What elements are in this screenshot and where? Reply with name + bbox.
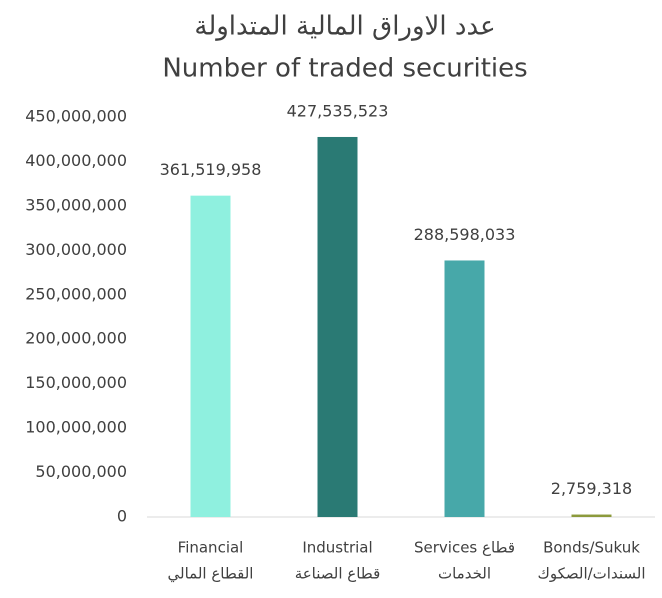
- y-tick-label: 300,000,000: [25, 240, 127, 259]
- y-tick-label: 150,000,000: [25, 373, 127, 392]
- x-tick-label: Industrial: [302, 539, 372, 557]
- y-tick-label: 450,000,000: [25, 107, 127, 126]
- data-label: 427,535,523: [287, 101, 389, 120]
- bar: [190, 195, 231, 517]
- data-label: 288,598,033: [414, 225, 516, 244]
- y-tick-label: 0: [117, 507, 127, 526]
- chart-subtitle: Number of traded securities: [162, 54, 527, 84]
- bar: [571, 514, 612, 517]
- x-tick-label: السندات/الصكوك: [537, 565, 645, 583]
- x-tick-label: Financial: [178, 539, 244, 557]
- x-tick-label: الخدمات: [438, 565, 491, 583]
- x-tick-label: Bonds/Sukuk: [543, 539, 640, 557]
- y-tick-label: 250,000,000: [25, 284, 127, 303]
- x-tick-label: قطاع الصناعة: [295, 565, 381, 583]
- data-label: 2,759,318: [551, 479, 632, 498]
- data-label: 361,519,958: [160, 160, 262, 179]
- y-tick-label: 400,000,000: [25, 151, 127, 170]
- y-tick-label: 100,000,000: [25, 418, 127, 437]
- bar: [444, 260, 485, 517]
- bar: [317, 136, 358, 517]
- y-tick-label: 50,000,000: [35, 462, 127, 481]
- chart-title: عدد الاوراق المالية المتداولة: [194, 12, 495, 42]
- y-tick-label: 350,000,000: [25, 195, 127, 214]
- x-tick-label: Services قطاع: [414, 539, 515, 557]
- x-tick-label: القطاع المالي: [168, 565, 254, 584]
- y-tick-label: 200,000,000: [25, 329, 127, 348]
